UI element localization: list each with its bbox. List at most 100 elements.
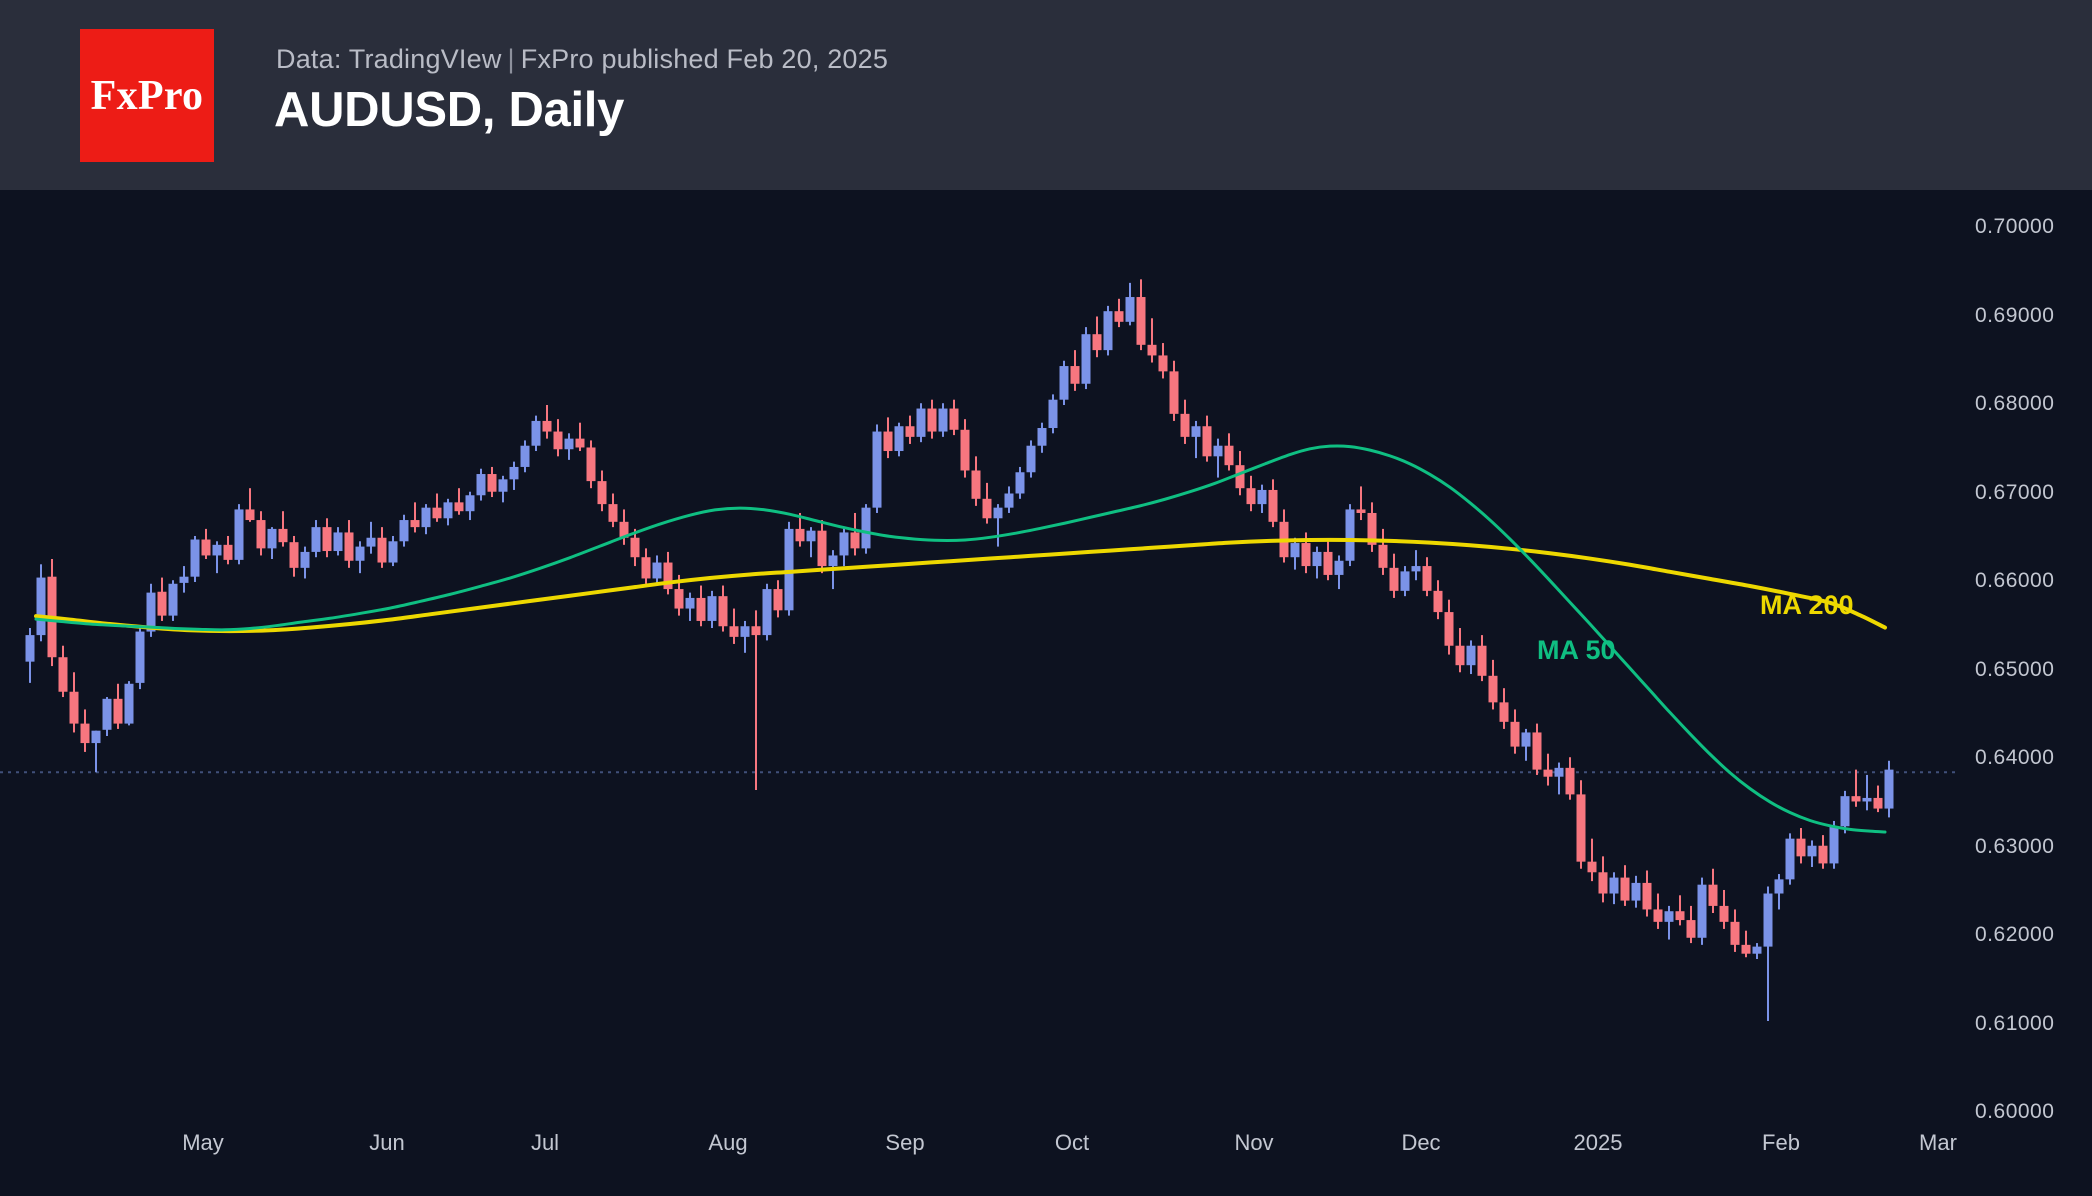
candle-body bbox=[1444, 612, 1454, 646]
chart-source-line: Data: TradingVIew | FxPro published Feb 20… bbox=[276, 44, 888, 75]
candle-body bbox=[135, 631, 145, 683]
candle-body bbox=[58, 657, 68, 692]
candle-body bbox=[1191, 426, 1201, 437]
candle-body bbox=[1620, 877, 1630, 901]
candle-body bbox=[1499, 702, 1509, 722]
candle-body bbox=[872, 431, 882, 508]
candle-body bbox=[1653, 909, 1663, 922]
y-axis-tick-label: 0.69000 bbox=[1975, 303, 2055, 327]
fxpro-logo: FxPro bbox=[80, 29, 214, 162]
candle-body bbox=[201, 539, 211, 556]
candle-body bbox=[1521, 732, 1531, 747]
candle-body bbox=[333, 532, 343, 552]
candle-body bbox=[1356, 509, 1366, 513]
candle-body bbox=[25, 635, 35, 662]
y-axis-tick-label: 0.68000 bbox=[1975, 392, 2055, 415]
candle-body bbox=[168, 583, 178, 616]
candle-body bbox=[212, 544, 222, 556]
candle-body bbox=[828, 555, 838, 567]
y-axis-tick-label: 0.61000 bbox=[1975, 1011, 2055, 1035]
candle-body bbox=[278, 528, 288, 543]
candle-body bbox=[1851, 796, 1861, 802]
x-axis-tick-label: Oct bbox=[1054, 1130, 1090, 1155]
candle-body bbox=[960, 429, 970, 471]
candle-body bbox=[399, 520, 409, 542]
x-axis-tick-label: Sep bbox=[885, 1130, 925, 1155]
candle-body bbox=[1224, 445, 1234, 466]
candle-body bbox=[146, 592, 156, 632]
candle-body bbox=[1796, 838, 1806, 857]
candle-body bbox=[377, 537, 387, 563]
candle-body bbox=[1422, 566, 1432, 591]
x-axis-tick-label: Mar bbox=[1919, 1130, 1957, 1155]
candle-body bbox=[1829, 826, 1839, 864]
candle-body bbox=[1752, 946, 1762, 954]
candle-body bbox=[190, 539, 200, 577]
candle-body bbox=[289, 542, 299, 568]
candle-body bbox=[311, 527, 321, 552]
candle-body bbox=[740, 626, 750, 637]
y-axis-tick-label: 0.67000 bbox=[1975, 480, 2055, 504]
ma50-line bbox=[34, 444, 1887, 834]
candle-body bbox=[1785, 838, 1795, 880]
candle-body bbox=[1081, 334, 1091, 384]
x-axis-tick-label: Jul bbox=[530, 1130, 560, 1155]
candle-body bbox=[1455, 645, 1465, 666]
candle-body bbox=[36, 577, 46, 636]
candle-body bbox=[322, 527, 332, 552]
x-axis-tick-label: Aug bbox=[708, 1130, 748, 1155]
candle-body bbox=[1609, 877, 1619, 894]
candle-body bbox=[1433, 590, 1443, 613]
ma-label-ma-200: MA 200 bbox=[1760, 590, 1854, 620]
candle-body bbox=[718, 596, 728, 627]
candle-body bbox=[1378, 544, 1388, 568]
candle-body bbox=[344, 532, 354, 561]
ma200-line-group bbox=[34, 537, 1887, 634]
candle-body bbox=[1268, 489, 1278, 522]
candle-body bbox=[1147, 344, 1157, 356]
candle-body bbox=[1114, 311, 1124, 322]
candle-body bbox=[113, 698, 123, 724]
candle-body bbox=[1686, 920, 1696, 938]
y-axis-tick-label: 0.66000 bbox=[1975, 569, 2055, 592]
candle-body bbox=[993, 507, 1003, 519]
ma200-line bbox=[34, 537, 1887, 634]
candles-group bbox=[25, 279, 1894, 1021]
candle-body bbox=[91, 730, 101, 744]
candle-body bbox=[817, 530, 827, 567]
candle-body bbox=[1554, 767, 1564, 777]
candle-body bbox=[938, 408, 948, 432]
candle-body bbox=[256, 520, 266, 549]
candle-body bbox=[531, 420, 541, 446]
candle-body bbox=[465, 495, 475, 512]
y-axis-tick-label: 0.70000 bbox=[1975, 215, 2055, 238]
candle-body bbox=[1411, 566, 1421, 572]
candle-body bbox=[1103, 311, 1113, 351]
x-axis-tick-label: May bbox=[182, 1130, 224, 1155]
candle-body bbox=[1312, 551, 1322, 567]
candle-body bbox=[234, 509, 244, 560]
candle-body bbox=[1059, 366, 1069, 400]
candle-body bbox=[542, 420, 552, 432]
candle-body bbox=[1213, 445, 1223, 457]
x-axis-tick-label: Jun bbox=[369, 1130, 405, 1155]
candle-body bbox=[971, 470, 981, 499]
candle-body bbox=[1631, 882, 1641, 901]
candle-body bbox=[1400, 571, 1410, 591]
candle-body bbox=[1202, 426, 1212, 457]
candle-body bbox=[1004, 493, 1014, 508]
candle-body bbox=[69, 691, 79, 724]
x-axis-tick-label: 2025 bbox=[1573, 1130, 1623, 1155]
candle-body bbox=[1389, 567, 1399, 591]
candle-body bbox=[1290, 543, 1300, 558]
candle-body bbox=[850, 532, 860, 549]
y-axis-tick-label: 0.63000 bbox=[1975, 834, 2055, 858]
candle-body bbox=[102, 698, 112, 730]
candle-body bbox=[652, 562, 662, 579]
candle-body bbox=[1532, 732, 1542, 770]
x-axis-tick-label: Feb bbox=[1762, 1130, 1800, 1155]
candle-body bbox=[509, 466, 519, 480]
candle-body bbox=[1774, 879, 1784, 894]
candle-body bbox=[487, 474, 497, 492]
